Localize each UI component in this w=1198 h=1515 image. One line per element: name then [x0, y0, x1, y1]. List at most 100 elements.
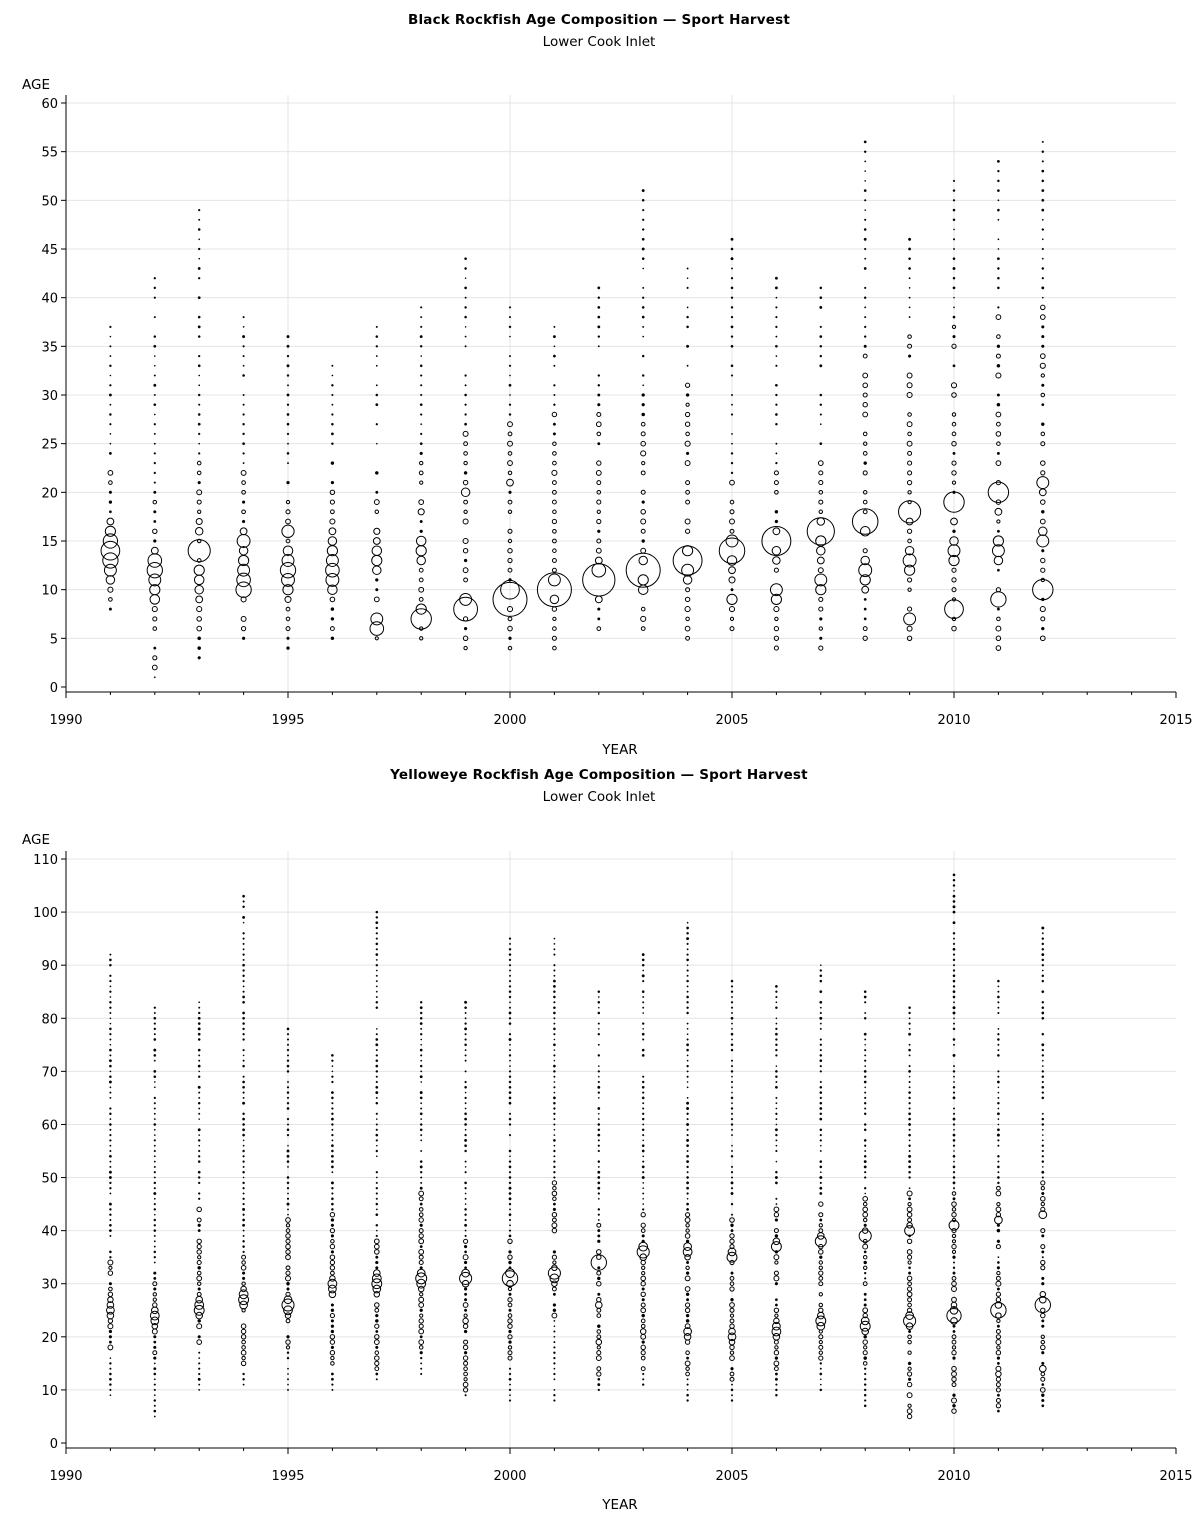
bubble-point: [419, 1096, 423, 1100]
bubble-point: [195, 1311, 203, 1320]
bubble-point: [153, 1187, 156, 1190]
bubble-point: [287, 1383, 289, 1386]
bubble-point: [642, 1139, 645, 1142]
bubble-point: [464, 1213, 467, 1216]
bubble-point: [818, 1223, 823, 1228]
bubble-point: [641, 953, 645, 957]
bubble-point: [242, 958, 245, 961]
bubble-point: [195, 595, 204, 604]
bubble-point: [731, 1012, 733, 1014]
bubble-point: [641, 1234, 645, 1238]
bubble-point: [641, 1085, 645, 1089]
bubble-point: [286, 1091, 290, 1094]
bubble-point: [641, 1313, 645, 1318]
bubble-point: [551, 469, 558, 476]
bubble-point: [147, 553, 163, 568]
bubble-point: [946, 1307, 962, 1324]
bubble-point: [952, 1181, 956, 1185]
bubble-point: [329, 1259, 336, 1266]
bubble-point: [952, 490, 956, 494]
bubble-point: [285, 606, 291, 612]
bubble-point: [596, 1313, 602, 1318]
bubble-point: [952, 1404, 956, 1408]
bubble-point: [198, 1362, 201, 1365]
bubble-point: [731, 1028, 733, 1030]
y-tick-label: 15: [41, 535, 58, 550]
bubble-point: [418, 1212, 424, 1218]
bubble-point: [153, 277, 156, 280]
bubble-point: [107, 1270, 114, 1276]
bubble-point: [375, 1064, 379, 1068]
bubble-point: [198, 1070, 201, 1073]
bubble-point: [862, 635, 868, 641]
bubble-point: [686, 1028, 689, 1030]
bubble-point: [685, 1292, 690, 1297]
bubble-point: [685, 393, 690, 397]
bubble-point: [816, 1321, 826, 1331]
bubble-point: [553, 1165, 556, 1169]
bubble-point: [418, 596, 424, 602]
bubble-point: [553, 1372, 556, 1376]
bubble-point: [462, 430, 469, 437]
bubble-point: [819, 413, 822, 416]
bubble-point: [507, 1254, 513, 1260]
y-tick-label: 30: [41, 1278, 58, 1293]
bubble-point: [1040, 1339, 1046, 1345]
bubble-point: [906, 625, 913, 632]
bubble-point: [596, 1345, 601, 1350]
bubble-point: [109, 1208, 112, 1211]
bubble-point: [862, 431, 868, 437]
bubble-point: [862, 1312, 868, 1319]
bubble-point: [374, 1360, 380, 1367]
bubble-point: [331, 384, 334, 387]
bubble-point: [286, 374, 290, 377]
bubble-point: [1041, 1123, 1045, 1126]
bubble-point: [242, 1011, 246, 1015]
bubble-point: [152, 499, 158, 505]
bubble-point: [864, 1086, 867, 1089]
bubble-point: [374, 1334, 380, 1340]
bubble-point: [553, 1022, 556, 1025]
bubble-point: [108, 480, 113, 485]
bubble-point: [197, 509, 202, 514]
bubble-point: [153, 1081, 156, 1083]
bubble-point: [238, 1294, 250, 1306]
bubble-point: [286, 364, 290, 368]
bubble-point: [906, 1413, 913, 1420]
bubble-point: [819, 979, 823, 983]
bubble-point: [1041, 1117, 1045, 1121]
bubble-point: [819, 1144, 822, 1147]
bubble-point: [1040, 499, 1046, 505]
bubble-point: [508, 325, 512, 329]
bubble-point: [508, 1022, 512, 1025]
bubble-point: [686, 1181, 690, 1185]
bubble-point: [153, 1383, 156, 1386]
bubble-point: [286, 344, 290, 348]
bubble-point: [196, 538, 202, 544]
bubble-point: [730, 1118, 734, 1121]
bubble-point: [596, 1329, 602, 1334]
bubble-point: [372, 1284, 382, 1294]
bubble-point: [818, 1265, 823, 1270]
bubble-point: [508, 1218, 512, 1222]
bubble-point: [1040, 567, 1046, 573]
bubble-point: [146, 562, 163, 579]
bubble-point: [862, 509, 868, 515]
bubble-point: [686, 937, 690, 941]
bubble-point: [508, 1192, 512, 1195]
bubble-point: [597, 305, 601, 309]
bubble-point: [109, 996, 112, 998]
bubble-point: [773, 567, 779, 573]
bubble-point: [240, 625, 247, 632]
bubble-point: [553, 1128, 556, 1131]
bubble-point: [508, 1070, 512, 1073]
y-tick-label: 55: [41, 146, 58, 161]
bubble-point: [197, 1139, 201, 1142]
bubble-point: [686, 1001, 689, 1004]
bubble-point: [508, 490, 512, 494]
bubble-point: [730, 335, 734, 338]
bubble-point: [951, 431, 957, 437]
bubble-point: [418, 1190, 425, 1197]
bubble-point: [375, 403, 379, 407]
bubble-point: [153, 646, 157, 650]
